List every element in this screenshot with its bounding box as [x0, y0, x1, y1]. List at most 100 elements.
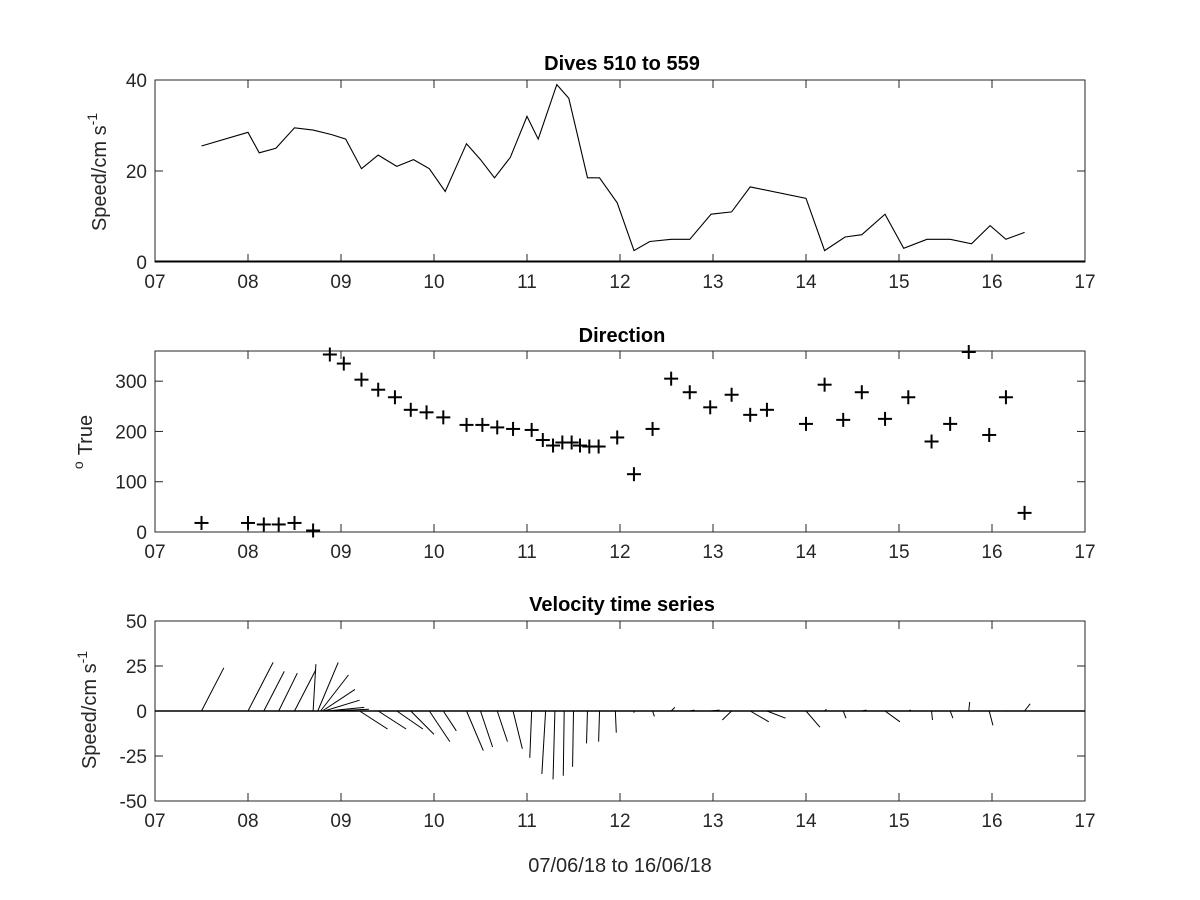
- direction-panel-point: [546, 438, 561, 453]
- velocity-panel-xtick-label: 07: [144, 811, 165, 832]
- velocity-panel-xtick-label: 17: [1074, 811, 1095, 832]
- velocity-panel-stick: [552, 710, 556, 780]
- direction-panel-point: [961, 345, 976, 360]
- velocity-panel-stick: [410, 710, 435, 735]
- velocity-panel-stick: [586, 710, 588, 744]
- direction-panel-point: [524, 422, 539, 437]
- velocity-panel-title: Velocity time series: [529, 594, 715, 616]
- direction-panel-point: [799, 416, 813, 431]
- direction-panel-xtick-label: 16: [981, 542, 1002, 563]
- direction-panel-xtick-label: 07: [144, 542, 165, 563]
- direction-panel-point: [998, 390, 1013, 405]
- direction-panel-ytick-label: 200: [115, 422, 147, 443]
- direction-panel-xtick-label: 10: [423, 542, 444, 563]
- speed-panel-xtick-label: 09: [330, 272, 351, 293]
- direction-panel-point: [271, 517, 286, 532]
- velocity-panel-stick: [442, 710, 457, 732]
- direction-panel-point: [759, 402, 774, 417]
- direction-panel-point: [459, 417, 474, 432]
- direction-panel-xtick-label: 11: [517, 542, 537, 563]
- direction-panel-ytick-label: 300: [115, 372, 147, 393]
- speed-panel-xtick-label: 16: [981, 272, 1002, 293]
- velocity-panel-stick: [377, 710, 407, 730]
- velocity-panel-xlabel: 07/06/18 to 16/06/18: [528, 855, 712, 877]
- direction-panel-point: [336, 356, 351, 371]
- speed-panel-ytick-label: 20: [126, 162, 147, 183]
- direction-panel-point: [645, 421, 660, 436]
- velocity-panel-stick: [652, 710, 655, 717]
- velocity-panel-stick: [949, 710, 954, 719]
- direction-panel-point: [564, 435, 579, 450]
- direction-panel-point: [817, 377, 832, 392]
- direction-panel-xtick-label: 15: [888, 542, 909, 563]
- speed-panel-xtick-label: 07: [144, 272, 165, 293]
- velocity-panel-ylabel-text: Speed/cm s: [79, 663, 101, 769]
- velocity-panel-stick: [931, 710, 933, 721]
- velocity-panel: Velocity time series Speed/cm s-1 07/06/…: [74, 594, 1096, 877]
- speed-panel-ytick-label: 0: [136, 253, 147, 274]
- direction-panel-point: [724, 387, 739, 402]
- velocity-panel-stick: [466, 710, 484, 751]
- velocity-panel-stick: [562, 710, 565, 776]
- velocity-panel-stick: [749, 710, 770, 723]
- speed-panel-ytick-label: 40: [126, 71, 147, 92]
- velocity-panel-stick: [842, 710, 847, 719]
- velocity-panel-stick: [317, 662, 339, 712]
- velocity-panel-xtick-label: 15: [888, 811, 909, 832]
- speed-panel-xtick-label: 11: [517, 272, 537, 293]
- direction-panel-point: [256, 517, 271, 532]
- velocity-panel-stick: [541, 710, 547, 775]
- velocity-panel-stick: [572, 710, 574, 767]
- velocity-panel-stick: [396, 710, 424, 730]
- velocity-panel-xtick-label: 14: [795, 811, 817, 832]
- velocity-panel-ytick-label: -50: [120, 792, 147, 813]
- direction-panel-point: [573, 438, 588, 453]
- direction-panel-title: Direction: [579, 325, 666, 347]
- velocity-panel-stick: [320, 674, 349, 712]
- velocity-panel-stick: [278, 672, 298, 712]
- direction-panel-point: [354, 372, 369, 387]
- direction-panel-ytick-label: 100: [115, 473, 147, 494]
- direction-panel-point: [419, 405, 434, 420]
- velocity-panel-stick: [598, 710, 601, 742]
- direction-panel-point: [982, 427, 997, 442]
- velocity-panel-stick: [496, 710, 508, 742]
- direction-panel-point: [743, 407, 758, 422]
- velocity-panel-stick: [263, 671, 285, 712]
- velocity-panel-stick: [805, 710, 821, 728]
- velocity-panel-stick: [322, 688, 356, 712]
- direction-panel-point: [403, 402, 418, 417]
- velocity-panel-ytick-label: 25: [126, 657, 147, 678]
- velocity-panel-ylabel: Speed/cm s-1: [74, 651, 101, 769]
- direction-panel-point: [901, 390, 916, 405]
- direction-panel-xtick-label: 12: [609, 542, 630, 563]
- direction-panel-point: [387, 390, 402, 405]
- speed-panel-ylabel-superscript: -1: [84, 113, 100, 126]
- speed-panel-xtick-label: 15: [888, 272, 909, 293]
- velocity-panel-xtick-label: 09: [330, 811, 351, 832]
- velocity-panel-stick: [359, 710, 388, 730]
- direction-panel-point: [436, 410, 451, 425]
- velocity-panel-xtick-label: 10: [423, 811, 444, 832]
- velocity-panel-stick: [201, 667, 225, 712]
- direction-panel-xtick-label: 09: [330, 542, 351, 563]
- velocity-panel-xtick-label: 12: [609, 811, 630, 832]
- direction-panel-point: [535, 432, 550, 447]
- direction-panel-point: [943, 416, 958, 431]
- velocity-panel-stick: [428, 710, 451, 742]
- velocity-panel-stick: [512, 710, 523, 749]
- direction-panel-point: [854, 385, 869, 400]
- velocity-panel-stick: [968, 701, 971, 712]
- velocity-panel-stick: [614, 710, 617, 733]
- velocity-panel-stick: [312, 664, 317, 712]
- speed-panel-series-line: [201, 83, 1025, 252]
- velocity-panel-stick: [1024, 703, 1031, 712]
- direction-panel-point: [194, 515, 209, 530]
- velocity-panel-ylabel-superscript: -1: [74, 651, 90, 664]
- velocity-panel-stick: [247, 662, 274, 712]
- direction-panel-point: [836, 412, 851, 427]
- direction-panel-xtick-label: 13: [702, 542, 723, 563]
- direction-panel-point: [626, 467, 641, 482]
- speed-panel-xtick-label: 14: [795, 272, 817, 293]
